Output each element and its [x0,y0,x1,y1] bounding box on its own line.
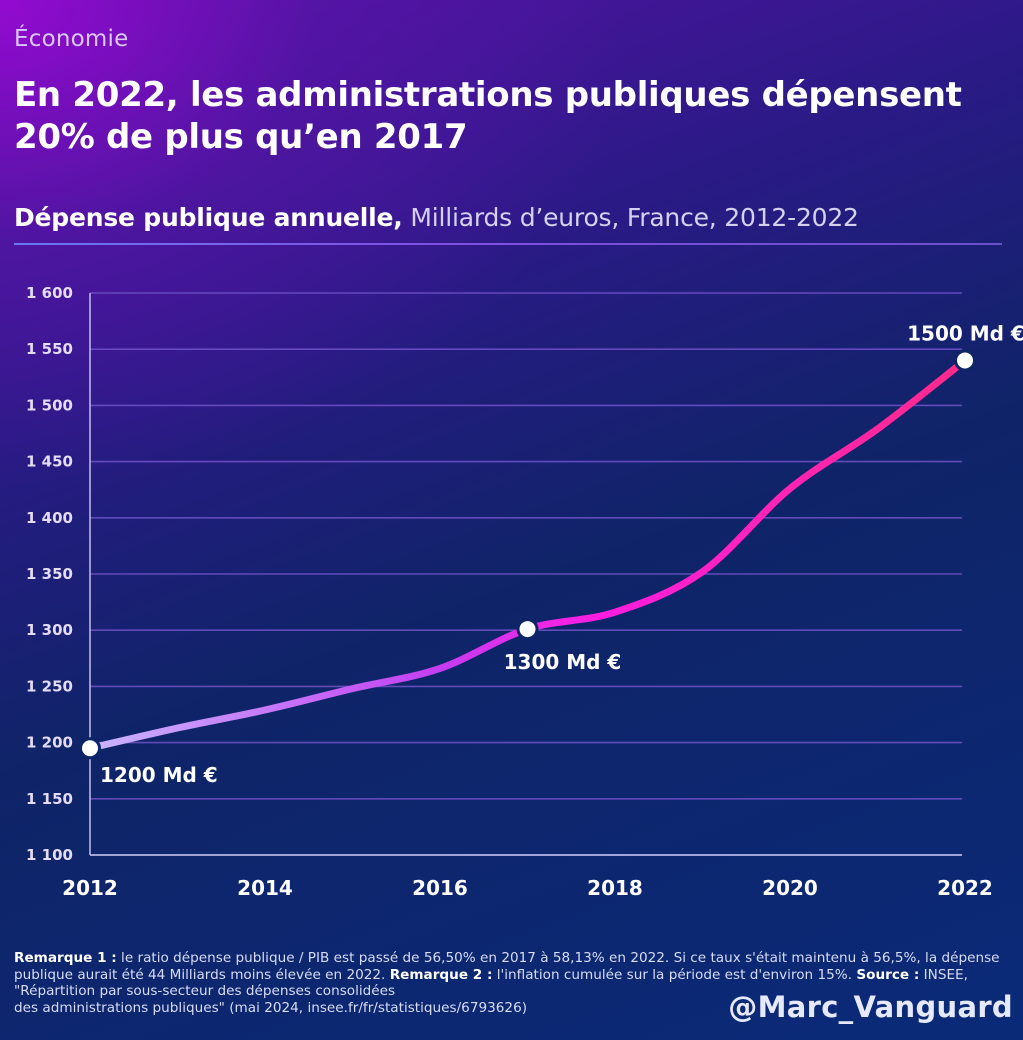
y-tick-label: 1 100 [26,846,73,864]
footnotes: Remarque 1 : le ratio dépense publique /… [14,950,1014,1016]
y-tick-label: 1 450 [26,453,73,471]
data-markers [79,349,976,760]
chart-subtitle: Dépense publique annuelle, Milliards d’e… [14,203,859,232]
line-chart: 1 100 1 150 1 200 1 250 1 300 1 350 1 400 1 450… [26,284,1023,900]
x-tick-label: 2018 [587,876,643,900]
x-tick-label: 2022 [937,876,993,900]
data-marker [82,740,98,757]
x-tick-label: 2016 [412,876,468,900]
remark2-label: Remarque 2 : [389,966,493,983]
axes [89,293,962,856]
headline: En 2022, les administrations publiques d… [14,75,962,157]
y-tick-label: 1 250 [26,677,73,695]
subtitle-divider [14,243,1002,245]
data-label: 1500 Md € [907,321,1023,345]
source-label: Source : [856,966,920,983]
x-tick-label: 2012 [62,876,118,900]
gridlines [90,292,962,800]
y-axis-ticks: 1 100 1 150 1 200 1 250 1 300 1 350 1 400 1 450… [26,284,73,864]
y-tick-label: 1 400 [26,509,73,527]
remark1-text: le ratio dépense publique / PIB est pass… [14,950,1000,983]
x-tick-label: 2014 [237,876,293,900]
y-tick-label: 1 200 [26,734,73,752]
y-tick-label: 1 150 [26,790,73,808]
data-marker [519,621,536,638]
data-marker [957,352,973,369]
y-tick-label: 1 550 [26,340,73,358]
x-axis-ticks: 2012 2014 2016 2018 2020 2022 [62,876,993,900]
data-label: 1200 Md € [100,763,218,787]
x-tick-label: 2020 [762,876,818,900]
remark2-text: l'inflation cumulée sur la période est d… [492,966,857,983]
y-tick-label: 1 500 [26,396,73,414]
source-text-line1: INSEE, "Répartition par sous-secteur des… [14,966,968,1000]
y-tick-label: 1 300 [26,621,73,639]
data-labels: 1200 Md € 1300 Md € 1500 Md € [100,321,1023,787]
remark1-label: Remarque 1 : [14,950,117,966]
chart-title: Dépense publique annuelle, [14,203,403,232]
series-line [89,357,968,752]
y-tick-label: 1 350 [26,565,73,583]
author-handle: @Marc_Vanguard [728,990,1013,1024]
y-tick-label: 1 600 [26,284,73,302]
chart-units: Milliards d’euros, France, 2012-2022 [402,203,859,232]
data-label: 1300 Md € [504,650,622,674]
category-label: Économie [14,26,129,52]
source-text-line2: des administrations publiques" (mai 2024… [14,999,528,1016]
